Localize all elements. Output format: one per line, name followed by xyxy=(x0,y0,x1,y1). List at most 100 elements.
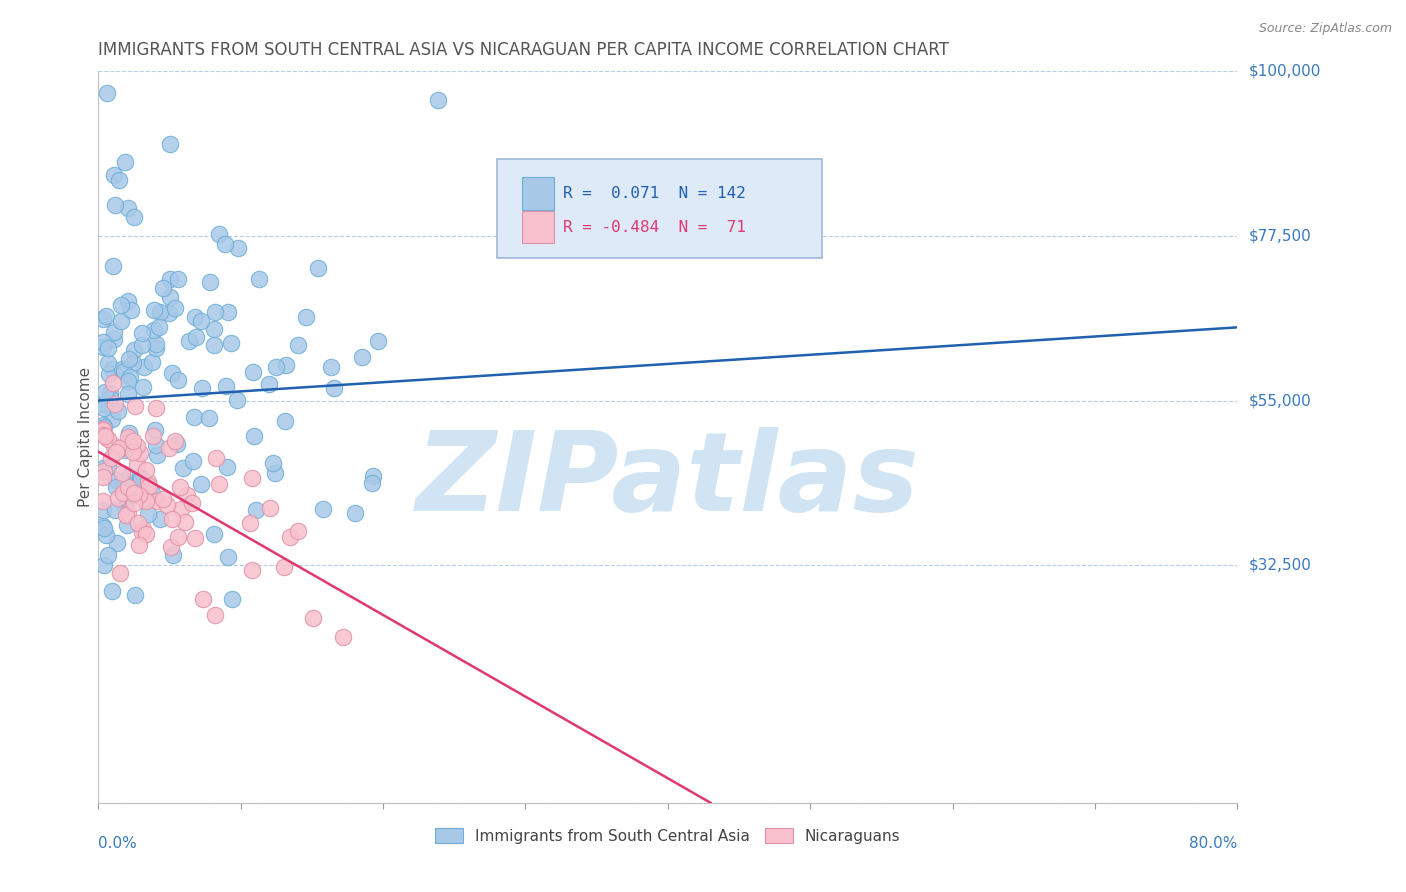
Point xyxy=(107,404,129,418)
Point xyxy=(91,503,114,517)
Point xyxy=(160,366,183,380)
Text: $77,500: $77,500 xyxy=(1249,228,1312,244)
Point xyxy=(344,506,367,520)
Point xyxy=(103,332,125,346)
Point xyxy=(129,446,152,460)
Point xyxy=(135,494,157,508)
Point xyxy=(101,259,124,273)
Point xyxy=(105,536,128,550)
Point xyxy=(177,334,200,349)
Point xyxy=(107,491,129,505)
Point xyxy=(122,343,145,357)
Point xyxy=(243,429,266,443)
Point xyxy=(169,480,191,494)
Point xyxy=(174,515,197,529)
Point xyxy=(91,463,114,477)
Point xyxy=(221,592,243,607)
Point xyxy=(204,607,226,622)
Point xyxy=(132,491,155,505)
Point xyxy=(107,172,129,186)
Point xyxy=(98,392,121,406)
Point xyxy=(132,360,155,375)
Point xyxy=(311,502,333,516)
Point xyxy=(115,508,138,522)
Point xyxy=(110,314,132,328)
Point xyxy=(217,550,239,565)
Text: IMMIGRANTS FROM SOUTH CENTRAL ASIA VS NICARAGUAN PER CAPITA INCOME CORRELATION C: IMMIGRANTS FROM SOUTH CENTRAL ASIA VS NI… xyxy=(98,41,949,59)
Point xyxy=(122,496,145,510)
Point xyxy=(361,469,384,483)
Point xyxy=(146,493,169,508)
Point xyxy=(93,401,115,415)
Point xyxy=(142,429,165,443)
Point xyxy=(114,154,136,169)
Point xyxy=(132,523,155,537)
Point xyxy=(166,272,188,286)
Point xyxy=(97,356,120,370)
Point xyxy=(321,359,343,374)
Point xyxy=(117,480,139,494)
Point xyxy=(114,500,136,515)
Point xyxy=(118,468,141,483)
Point xyxy=(112,363,135,377)
Point xyxy=(124,399,146,413)
Point xyxy=(208,227,231,241)
Point xyxy=(138,478,160,492)
Text: 0.0%: 0.0% xyxy=(98,836,138,851)
Point xyxy=(117,506,139,520)
Point xyxy=(91,423,114,437)
Point xyxy=(103,168,125,182)
Point xyxy=(225,392,247,407)
Point xyxy=(240,562,263,576)
Point xyxy=(97,368,120,382)
Point xyxy=(163,434,186,448)
Point xyxy=(274,414,297,428)
Point xyxy=(117,374,139,388)
Point xyxy=(190,477,212,491)
Point xyxy=(157,441,180,455)
Point xyxy=(122,478,145,492)
Point xyxy=(98,385,121,400)
Point xyxy=(156,498,179,512)
Point xyxy=(264,359,287,374)
Point xyxy=(131,338,153,352)
Point xyxy=(97,548,120,562)
Point xyxy=(323,381,346,395)
Point xyxy=(186,330,208,344)
Point xyxy=(115,518,138,533)
Point xyxy=(219,335,242,350)
FancyBboxPatch shape xyxy=(498,159,821,258)
Text: 80.0%: 80.0% xyxy=(1189,836,1237,851)
Text: ZIPatlas: ZIPatlas xyxy=(416,427,920,534)
Point xyxy=(145,438,167,452)
Point xyxy=(163,301,186,315)
Point xyxy=(160,511,183,525)
Point xyxy=(91,397,114,411)
Point xyxy=(96,87,118,101)
Point xyxy=(117,387,139,401)
Point xyxy=(245,503,267,517)
Point xyxy=(118,425,141,440)
Point xyxy=(214,236,236,251)
Point xyxy=(205,450,228,465)
Point xyxy=(166,437,188,451)
Point xyxy=(91,418,114,433)
Point xyxy=(93,558,115,572)
Point xyxy=(280,529,302,543)
Text: $55,000: $55,000 xyxy=(1249,393,1312,408)
Point xyxy=(94,309,117,323)
Y-axis label: Per Capita Income: Per Capita Income xyxy=(77,367,93,508)
Point xyxy=(302,610,325,624)
Point xyxy=(200,276,222,290)
Point xyxy=(111,485,134,500)
Point xyxy=(181,496,204,510)
Point xyxy=(100,412,122,426)
Point xyxy=(184,310,207,325)
Point xyxy=(131,326,153,340)
Point xyxy=(97,341,120,355)
Text: R =  0.071  N = 142: R = 0.071 N = 142 xyxy=(562,186,747,201)
Point xyxy=(295,310,318,324)
Point xyxy=(115,493,138,508)
Point xyxy=(93,464,115,478)
Point xyxy=(183,454,205,468)
